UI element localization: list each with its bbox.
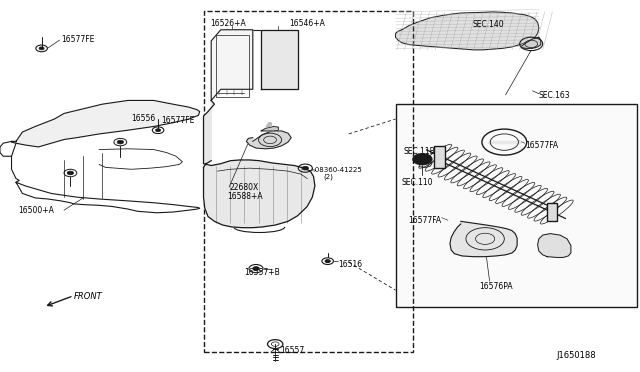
Text: SEC.11B: SEC.11B [403, 147, 435, 156]
Text: 16500+A: 16500+A [18, 206, 54, 215]
Text: 16557+B: 16557+B [244, 268, 280, 277]
Text: 16588+A: 16588+A [227, 192, 263, 201]
Polygon shape [12, 100, 200, 147]
Text: 16577FA: 16577FA [525, 141, 558, 150]
Polygon shape [488, 141, 520, 143]
Circle shape [156, 129, 161, 132]
Circle shape [302, 166, 308, 170]
Polygon shape [450, 221, 517, 257]
Text: FRONT: FRONT [74, 292, 102, 301]
Text: SEC.163: SEC.163 [539, 92, 570, 100]
Circle shape [253, 267, 259, 270]
Polygon shape [261, 126, 278, 131]
Text: 16577FE: 16577FE [161, 116, 195, 125]
Polygon shape [246, 131, 291, 149]
Bar [547, 203, 557, 221]
Polygon shape [211, 30, 253, 100]
Text: J1650188: J1650188 [557, 351, 596, 360]
Polygon shape [261, 30, 298, 89]
Text: 16526+A: 16526+A [210, 19, 246, 28]
Polygon shape [266, 123, 271, 126]
Circle shape [67, 171, 74, 175]
Bar [216, 35, 249, 97]
Circle shape [39, 47, 44, 50]
Polygon shape [538, 234, 571, 257]
Text: 22680X: 22680X [229, 183, 259, 192]
Polygon shape [396, 12, 539, 50]
Text: 16546+A: 16546+A [289, 19, 325, 28]
Text: 16557: 16557 [280, 346, 305, 355]
Circle shape [325, 260, 330, 263]
Circle shape [413, 154, 432, 165]
Circle shape [417, 156, 428, 162]
Polygon shape [522, 37, 541, 48]
Text: 16576PA: 16576PA [479, 282, 513, 291]
Text: ₉08360-41225: ₉08360-41225 [312, 167, 362, 173]
Text: 16577FA: 16577FA [408, 216, 442, 225]
Bar [204, 11, 413, 352]
Text: 16556: 16556 [131, 114, 156, 123]
Text: (2): (2) [323, 174, 333, 180]
Text: 16516: 16516 [338, 260, 362, 269]
Polygon shape [204, 100, 315, 228]
Text: SEC.110: SEC.110 [402, 178, 433, 187]
Text: SEC.140: SEC.140 [472, 20, 504, 29]
Circle shape [117, 140, 124, 144]
Bar [396, 104, 637, 307]
Text: 16577FE: 16577FE [61, 35, 94, 44]
Bar [434, 146, 445, 168]
